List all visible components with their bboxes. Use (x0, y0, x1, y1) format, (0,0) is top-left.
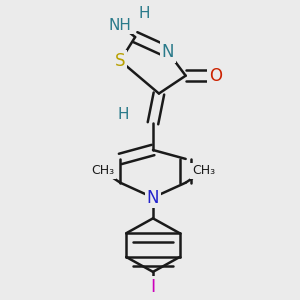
Text: NH: NH (109, 18, 132, 33)
Text: CH₃: CH₃ (91, 164, 114, 177)
Text: N: N (147, 189, 159, 207)
Text: I: I (150, 278, 156, 296)
Text: CH₃: CH₃ (192, 164, 215, 177)
Text: S: S (115, 52, 125, 70)
Text: H: H (138, 6, 150, 21)
Text: H: H (118, 107, 129, 122)
Text: N: N (162, 43, 174, 61)
Text: O: O (209, 67, 222, 85)
